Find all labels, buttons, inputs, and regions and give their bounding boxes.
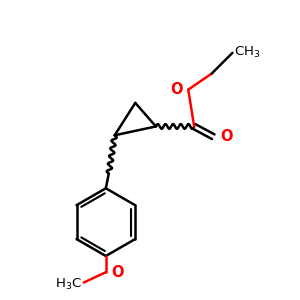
Text: O: O: [111, 265, 124, 280]
Text: CH$_3$: CH$_3$: [234, 45, 260, 60]
Text: O: O: [220, 129, 232, 144]
Text: O: O: [170, 82, 183, 97]
Text: H$_3$C: H$_3$C: [56, 276, 82, 292]
